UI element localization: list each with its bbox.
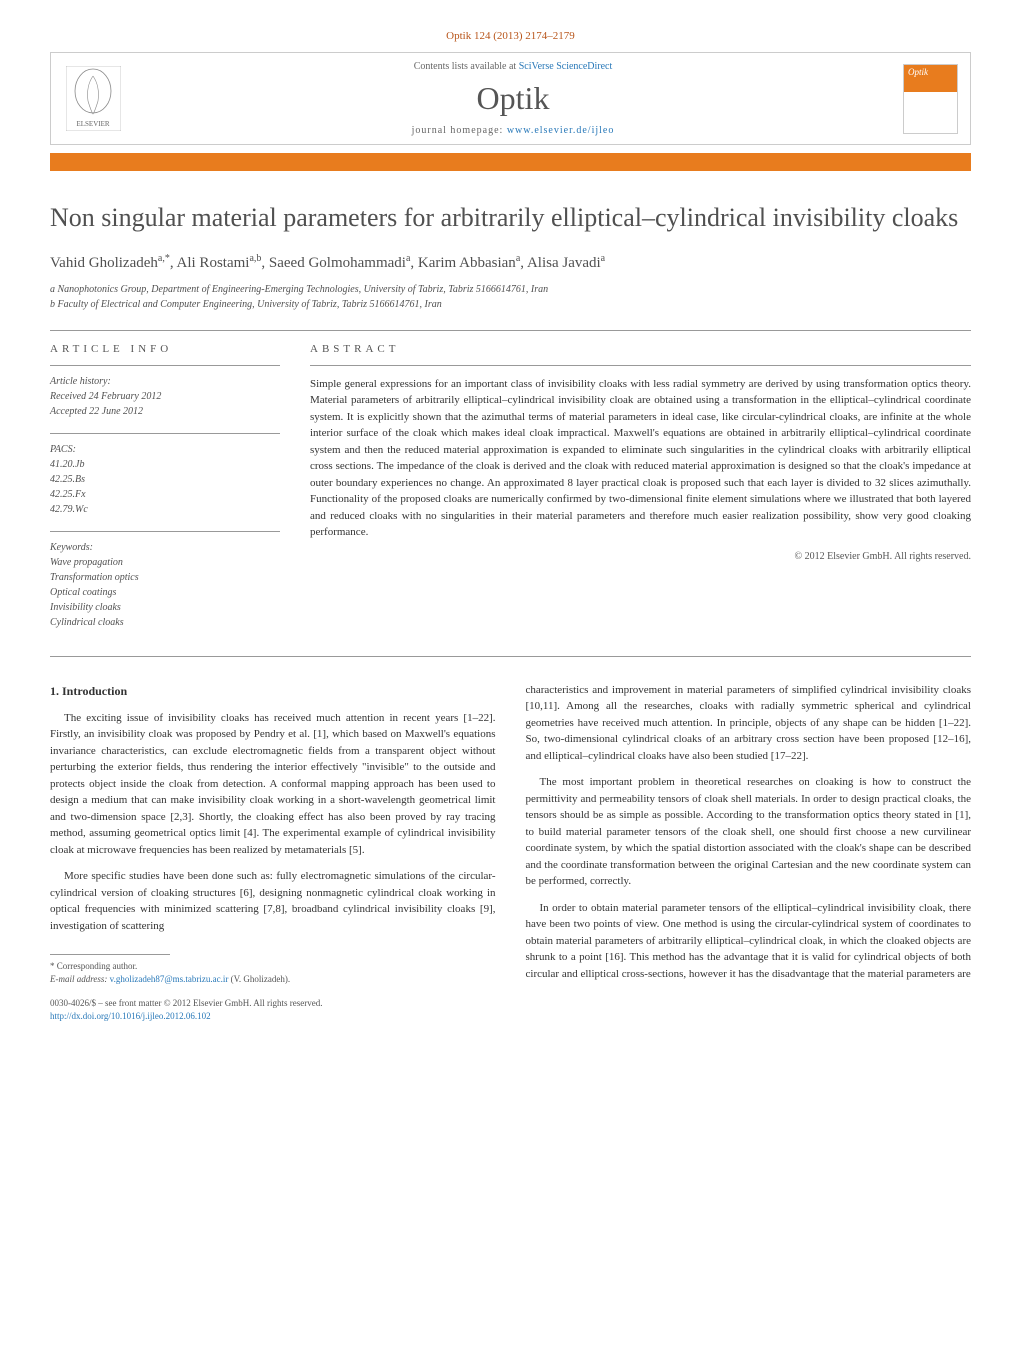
intro-p2: More specific studies have been done suc… <box>50 868 496 934</box>
right-column: characteristics and improvement in mater… <box>526 682 972 1023</box>
contents-line: Contents lists available at SciVerse Sci… <box>123 61 903 72</box>
corresponding-name: (V. Gholizadeh). <box>228 974 290 984</box>
email-label: E-mail address: <box>50 974 110 984</box>
kw-0: Wave propagation <box>50 555 280 570</box>
pacs-label: PACS: <box>50 442 280 457</box>
doi-link[interactable]: 10.1016/j.ijleo.2012.06.102 <box>111 1011 211 1021</box>
intro-p4: The most important problem in theoretica… <box>526 774 972 890</box>
pacs-0: 41.20.Jb <box>50 457 280 472</box>
authors: Vahid Gholizadeha,*, Ali Rostamia,b, Sae… <box>50 253 971 272</box>
svg-text:ELSEVIER: ELSEVIER <box>76 120 109 128</box>
received: Received 24 February 2012 <box>50 389 280 404</box>
doi-prefix[interactable]: http://dx.doi.org/ <box>50 1011 111 1021</box>
affiliation-b: b Faculty of Electrical and Computer Eng… <box>50 297 971 312</box>
kw-2: Optical coatings <box>50 585 280 600</box>
corresponding: * Corresponding author. E-mail address: … <box>50 960 496 985</box>
copyright: © 2012 Elsevier GmbH. All rights reserve… <box>310 551 971 562</box>
elsevier-logo: ELSEVIER <box>63 64 123 134</box>
divider-bottom <box>50 656 971 657</box>
accepted: Accepted 22 June 2012 <box>50 404 280 419</box>
intro-p1: The exciting issue of invisibility cloak… <box>50 710 496 859</box>
orange-bar <box>50 153 971 171</box>
pacs-1: 42.25.Bs <box>50 472 280 487</box>
journal-homepage: journal homepage: www.elsevier.de/ijleo <box>123 125 903 136</box>
cover-label: Optik <box>908 67 928 77</box>
abstract-label: abstract <box>310 343 971 355</box>
citation: Optik 124 (2013) 2174–2179 <box>50 30 971 42</box>
keywords-block: Keywords: Wave propagation Transformatio… <box>50 531 280 630</box>
homepage-prefix: journal homepage: <box>412 125 507 136</box>
kw-3: Invisibility cloaks <box>50 600 280 615</box>
divider-top <box>50 330 971 331</box>
abstract-divider <box>310 365 971 366</box>
article-info-label: article info <box>50 343 280 355</box>
issn: 0030-4026/$ – see front matter © 2012 El… <box>50 997 496 1010</box>
kw-1: Transformation optics <box>50 570 280 585</box>
contents-prefix: Contents lists available at <box>414 61 519 72</box>
corresponding-label: * Corresponding author. <box>50 960 496 973</box>
journal-cover: Optik <box>903 64 958 134</box>
footer-meta: 0030-4026/$ – see front matter © 2012 El… <box>50 997 496 1022</box>
abstract-column: abstract Simple general expressions for … <box>310 343 971 644</box>
left-column: 1. Introduction The exciting issue of in… <box>50 682 496 1023</box>
abstract-text: Simple general expressions for an import… <box>310 376 971 541</box>
intro-heading: 1. Introduction <box>50 682 496 700</box>
pacs-block: PACS: 41.20.Jb 42.25.Bs 42.25.Fx 42.79.W… <box>50 433 280 517</box>
pacs-3: 42.79.Wc <box>50 502 280 517</box>
email-link[interactable]: v.gholizadeh87@ms.tabrizu.ac.ir <box>110 974 229 984</box>
header-center: Contents lists available at SciVerse Sci… <box>123 61 903 136</box>
journal-title: Optik <box>123 80 903 117</box>
article-title: Non singular material parameters for arb… <box>50 201 971 235</box>
footer-divider <box>50 954 170 955</box>
sciencedirect-link[interactable]: SciVerse ScienceDirect <box>519 61 613 72</box>
article-info: article info Article history: Received 2… <box>50 343 280 644</box>
history-block: Article history: Received 24 February 20… <box>50 365 280 419</box>
intro-p5: In order to obtain material parameter te… <box>526 900 972 983</box>
info-abstract-row: article info Article history: Received 2… <box>50 343 971 644</box>
affiliation-a: a Nanophotonics Group, Department of Eng… <box>50 282 971 297</box>
homepage-link[interactable]: www.elsevier.de/ijleo <box>507 125 615 136</box>
body-columns: 1. Introduction The exciting issue of in… <box>50 682 971 1023</box>
history-label: Article history: <box>50 374 280 389</box>
pacs-2: 42.25.Fx <box>50 487 280 502</box>
header-box: ELSEVIER Contents lists available at Sci… <box>50 52 971 145</box>
affiliations: a Nanophotonics Group, Department of Eng… <box>50 282 971 312</box>
kw-4: Cylindrical cloaks <box>50 615 280 630</box>
keywords-label: Keywords: <box>50 540 280 555</box>
intro-p3: characteristics and improvement in mater… <box>526 682 972 765</box>
